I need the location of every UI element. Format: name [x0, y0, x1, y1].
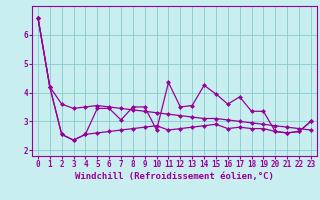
X-axis label: Windchill (Refroidissement éolien,°C): Windchill (Refroidissement éolien,°C)	[75, 172, 274, 181]
